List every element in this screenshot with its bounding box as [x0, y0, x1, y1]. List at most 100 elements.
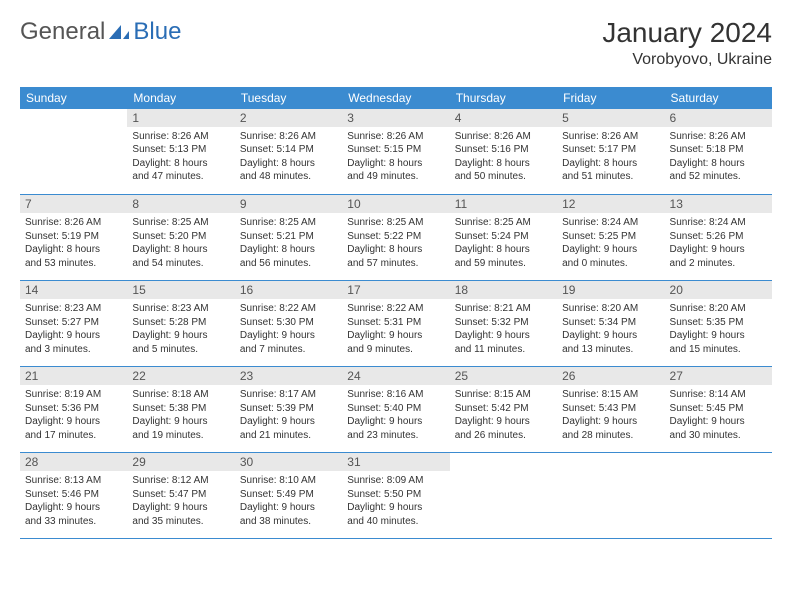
day-line: and 51 minutes. — [562, 170, 659, 184]
day-line: Sunset: 5:24 PM — [455, 230, 552, 244]
calendar-day-cell: 25Sunrise: 8:15 AMSunset: 5:42 PMDayligh… — [450, 367, 557, 453]
weekday-header: Thursday — [450, 87, 557, 109]
day-line: Sunrise: 8:26 AM — [670, 130, 767, 144]
day-content: Sunrise: 8:25 AMSunset: 5:22 PMDaylight:… — [342, 213, 449, 274]
logo-text-blue: Blue — [133, 18, 181, 46]
day-line: Sunrise: 8:22 AM — [240, 302, 337, 316]
day-line: and 48 minutes. — [240, 170, 337, 184]
calendar-day-cell: 20Sunrise: 8:20 AMSunset: 5:35 PMDayligh… — [665, 281, 772, 367]
day-number: 3 — [342, 109, 449, 127]
weekday-header: Sunday — [20, 87, 127, 109]
day-line: and 49 minutes. — [347, 170, 444, 184]
logo: General Blue — [20, 18, 181, 46]
day-content: Sunrise: 8:26 AMSunset: 5:19 PMDaylight:… — [20, 213, 127, 274]
day-line: Sunset: 5:49 PM — [240, 488, 337, 502]
calendar-day-cell: 24Sunrise: 8:16 AMSunset: 5:40 PMDayligh… — [342, 367, 449, 453]
calendar-day-cell: 1Sunrise: 8:26 AMSunset: 5:13 PMDaylight… — [127, 109, 234, 195]
day-line: Sunrise: 8:09 AM — [347, 474, 444, 488]
day-content: Sunrise: 8:26 AMSunset: 5:13 PMDaylight:… — [127, 127, 234, 188]
day-line: and 0 minutes. — [562, 257, 659, 271]
day-line: and 3 minutes. — [25, 343, 122, 357]
day-line: Sunrise: 8:14 AM — [670, 388, 767, 402]
calendar-week-row: 21Sunrise: 8:19 AMSunset: 5:36 PMDayligh… — [20, 367, 772, 453]
day-line: Sunset: 5:19 PM — [25, 230, 122, 244]
calendar-day-cell: 19Sunrise: 8:20 AMSunset: 5:34 PMDayligh… — [557, 281, 664, 367]
day-line: Sunrise: 8:17 AM — [240, 388, 337, 402]
day-line: Daylight: 9 hours — [25, 501, 122, 515]
day-number: 9 — [235, 195, 342, 213]
calendar-day-cell: 12Sunrise: 8:24 AMSunset: 5:25 PMDayligh… — [557, 195, 664, 281]
day-content: Sunrise: 8:26 AMSunset: 5:16 PMDaylight:… — [450, 127, 557, 188]
calendar-day-cell: 31Sunrise: 8:09 AMSunset: 5:50 PMDayligh… — [342, 453, 449, 539]
day-line: Daylight: 8 hours — [240, 243, 337, 257]
day-line: Sunset: 5:45 PM — [670, 402, 767, 416]
day-line: Sunrise: 8:23 AM — [132, 302, 229, 316]
day-number: 27 — [665, 367, 772, 385]
day-line: Sunrise: 8:26 AM — [132, 130, 229, 144]
day-number: 11 — [450, 195, 557, 213]
day-content: Sunrise: 8:09 AMSunset: 5:50 PMDaylight:… — [342, 471, 449, 532]
day-line: Sunrise: 8:21 AM — [455, 302, 552, 316]
calendar-day-cell: 29Sunrise: 8:12 AMSunset: 5:47 PMDayligh… — [127, 453, 234, 539]
day-content: Sunrise: 8:25 AMSunset: 5:21 PMDaylight:… — [235, 213, 342, 274]
day-line: Sunset: 5:40 PM — [347, 402, 444, 416]
day-content: Sunrise: 8:17 AMSunset: 5:39 PMDaylight:… — [235, 385, 342, 446]
day-content: Sunrise: 8:25 AMSunset: 5:20 PMDaylight:… — [127, 213, 234, 274]
calendar-day-cell: 10Sunrise: 8:25 AMSunset: 5:22 PMDayligh… — [342, 195, 449, 281]
day-line: Daylight: 9 hours — [347, 329, 444, 343]
header: General Blue January 2024 Vorobyovo, Ukr… — [20, 18, 772, 69]
day-line: Sunset: 5:13 PM — [132, 143, 229, 157]
calendar-day-cell: 3 Sunrise: 8:26 AMSunset: 5:15 PMDaylight… — [342, 109, 449, 195]
day-line: and 57 minutes. — [347, 257, 444, 271]
day-line: Daylight: 8 hours — [347, 157, 444, 171]
day-line: and 28 minutes. — [562, 429, 659, 443]
day-content: Sunrise: 8:20 AMSunset: 5:34 PMDaylight:… — [557, 299, 664, 360]
day-line: Daylight: 9 hours — [562, 243, 659, 257]
day-line: and 33 minutes. — [25, 515, 122, 529]
weekday-header: Wednesday — [342, 87, 449, 109]
day-line: Daylight: 9 hours — [132, 415, 229, 429]
day-line: Daylight: 9 hours — [455, 329, 552, 343]
day-content: Sunrise: 8:23 AMSunset: 5:28 PMDaylight:… — [127, 299, 234, 360]
day-line: Sunset: 5:47 PM — [132, 488, 229, 502]
day-number: 19 — [557, 281, 664, 299]
day-content: Sunrise: 8:19 AMSunset: 5:36 PMDaylight:… — [20, 385, 127, 446]
day-line: Sunset: 5:43 PM — [562, 402, 659, 416]
day-number: 20 — [665, 281, 772, 299]
day-line: Sunset: 5:36 PM — [25, 402, 122, 416]
calendar-day-cell — [450, 453, 557, 539]
day-line: Daylight: 8 hours — [347, 243, 444, 257]
day-line: Daylight: 8 hours — [455, 243, 552, 257]
month-title: January 2024 — [602, 18, 772, 49]
day-line: Sunrise: 8:15 AM — [455, 388, 552, 402]
calendar-day-cell: 8Sunrise: 8:25 AMSunset: 5:20 PMDaylight… — [127, 195, 234, 281]
day-line: Daylight: 8 hours — [132, 157, 229, 171]
day-line: Daylight: 9 hours — [132, 329, 229, 343]
calendar-day-cell: 5Sunrise: 8:26 AMSunset: 5:17 PMDaylight… — [557, 109, 664, 195]
logo-text-general: General — [20, 18, 105, 45]
logo-text: General — [20, 18, 105, 46]
day-line: Sunset: 5:15 PM — [347, 143, 444, 157]
day-number: 22 — [127, 367, 234, 385]
day-line: Daylight: 9 hours — [670, 329, 767, 343]
day-line: Sunset: 5:38 PM — [132, 402, 229, 416]
day-line: Daylight: 9 hours — [25, 329, 122, 343]
day-line: and 30 minutes. — [670, 429, 767, 443]
calendar-day-cell: 26Sunrise: 8:15 AMSunset: 5:43 PMDayligh… — [557, 367, 664, 453]
day-line: Sunrise: 8:20 AM — [562, 302, 659, 316]
day-line: and 19 minutes. — [132, 429, 229, 443]
calendar-day-cell: 28Sunrise: 8:13 AMSunset: 5:46 PMDayligh… — [20, 453, 127, 539]
day-line: Sunrise: 8:26 AM — [347, 130, 444, 144]
day-line: Daylight: 9 hours — [132, 501, 229, 515]
day-line: Daylight: 9 hours — [240, 329, 337, 343]
day-line: Sunset: 5:39 PM — [240, 402, 337, 416]
sail-icon — [107, 23, 131, 41]
calendar-week-row: 7Sunrise: 8:26 AMSunset: 5:19 PMDaylight… — [20, 195, 772, 281]
day-line: Daylight: 9 hours — [562, 329, 659, 343]
day-content: Sunrise: 8:12 AMSunset: 5:47 PMDaylight:… — [127, 471, 234, 532]
day-line: Sunrise: 8:18 AM — [132, 388, 229, 402]
day-line: Sunrise: 8:25 AM — [240, 216, 337, 230]
calendar-week-row: 1Sunrise: 8:26 AMSunset: 5:13 PMDaylight… — [20, 109, 772, 195]
day-line: and 50 minutes. — [455, 170, 552, 184]
day-number: 31 — [342, 453, 449, 471]
